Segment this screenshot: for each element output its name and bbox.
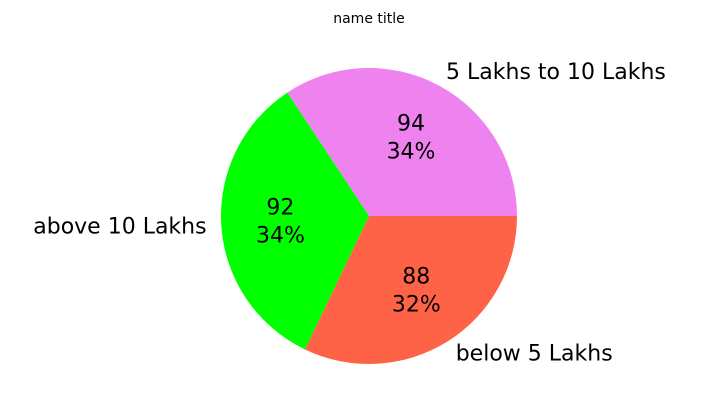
pie-slice-label-2: below 5 Lakhs: [456, 341, 613, 366]
pie-slice-percent-2: 32%: [392, 293, 441, 318]
pie-slice-value-0: 94: [397, 111, 425, 136]
pie-slice-value-2: 88: [402, 265, 430, 290]
pie-slice-0: [287, 68, 517, 217]
pie-labels: 5 Lakhs to 10 Lakhs 94 34% above 10 Lakhs 92…: [33, 60, 666, 366]
pie-slices: [220, 68, 517, 365]
pie-slice-1: [220, 92, 369, 350]
pie-slice-2: [305, 216, 517, 365]
pie-slice-label-0: 5 Lakhs to 10 Lakhs: [446, 60, 666, 85]
pie-slice-label-1: above 10 Lakhs: [33, 215, 206, 240]
chart-title: name title: [333, 11, 405, 27]
pie-slice-value-1: 92: [266, 196, 294, 221]
pie-slice-percent-1: 34%: [256, 224, 305, 249]
pie-slice-percent-0: 34%: [387, 139, 436, 164]
